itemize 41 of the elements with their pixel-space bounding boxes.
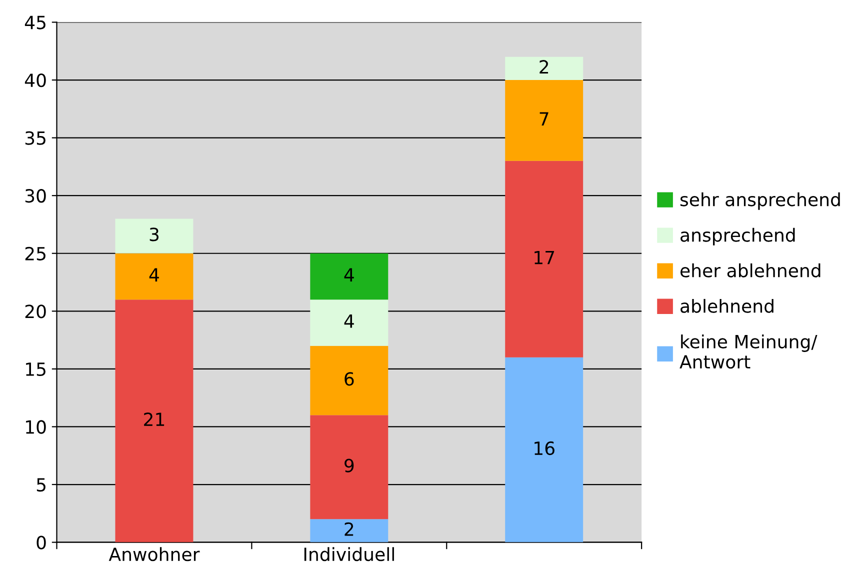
legend-label: keine Meinung/ Antwort [680,334,818,369]
legend-label: ansprechend [680,228,795,246]
data-label: 2 [540,60,548,74]
legend-label: eher ablehnend [680,263,820,278]
bar [115,300,194,542]
bar [310,519,388,542]
legend-label: sehr ansprechend [680,192,840,210]
data-label: 4 [149,268,159,282]
bar [310,300,388,346]
y-tick-label: 40 [24,73,46,88]
bar [310,415,388,520]
x-tick-label: Anwohner [108,547,200,562]
y-tick-label: 20 [25,304,46,318]
data-label: 16 [534,441,554,456]
y-tick-label: 15 [26,362,46,376]
data-label: 4 [344,268,354,282]
data-label: 9 [344,458,354,472]
data-label: 4 [344,314,354,328]
bar [505,80,584,161]
data-label: 17 [534,250,554,264]
y-tick-label: 45 [24,16,46,30]
data-label: 3 [150,228,159,242]
legend-label: ablehnend [680,298,774,313]
bar [505,160,584,358]
y-tick-label: 35 [25,131,46,145]
bar [310,346,388,416]
data-label: 6 [344,372,354,386]
y-tick-label: 5 [36,478,46,492]
bar [115,253,194,300]
data-label: 21 [144,412,164,426]
bar [115,218,194,254]
bar [505,357,584,542]
x-tick-label: Individuell [304,547,394,562]
data-label: 7 [540,112,548,126]
y-tick-label: 0 [36,536,46,550]
bar [505,56,584,80]
bar [310,253,388,300]
y-tick-label: 30 [25,189,46,203]
y-tick-label: 25 [25,246,46,260]
y-tick-label: 10 [26,420,46,434]
data-label: 2 [344,522,354,536]
